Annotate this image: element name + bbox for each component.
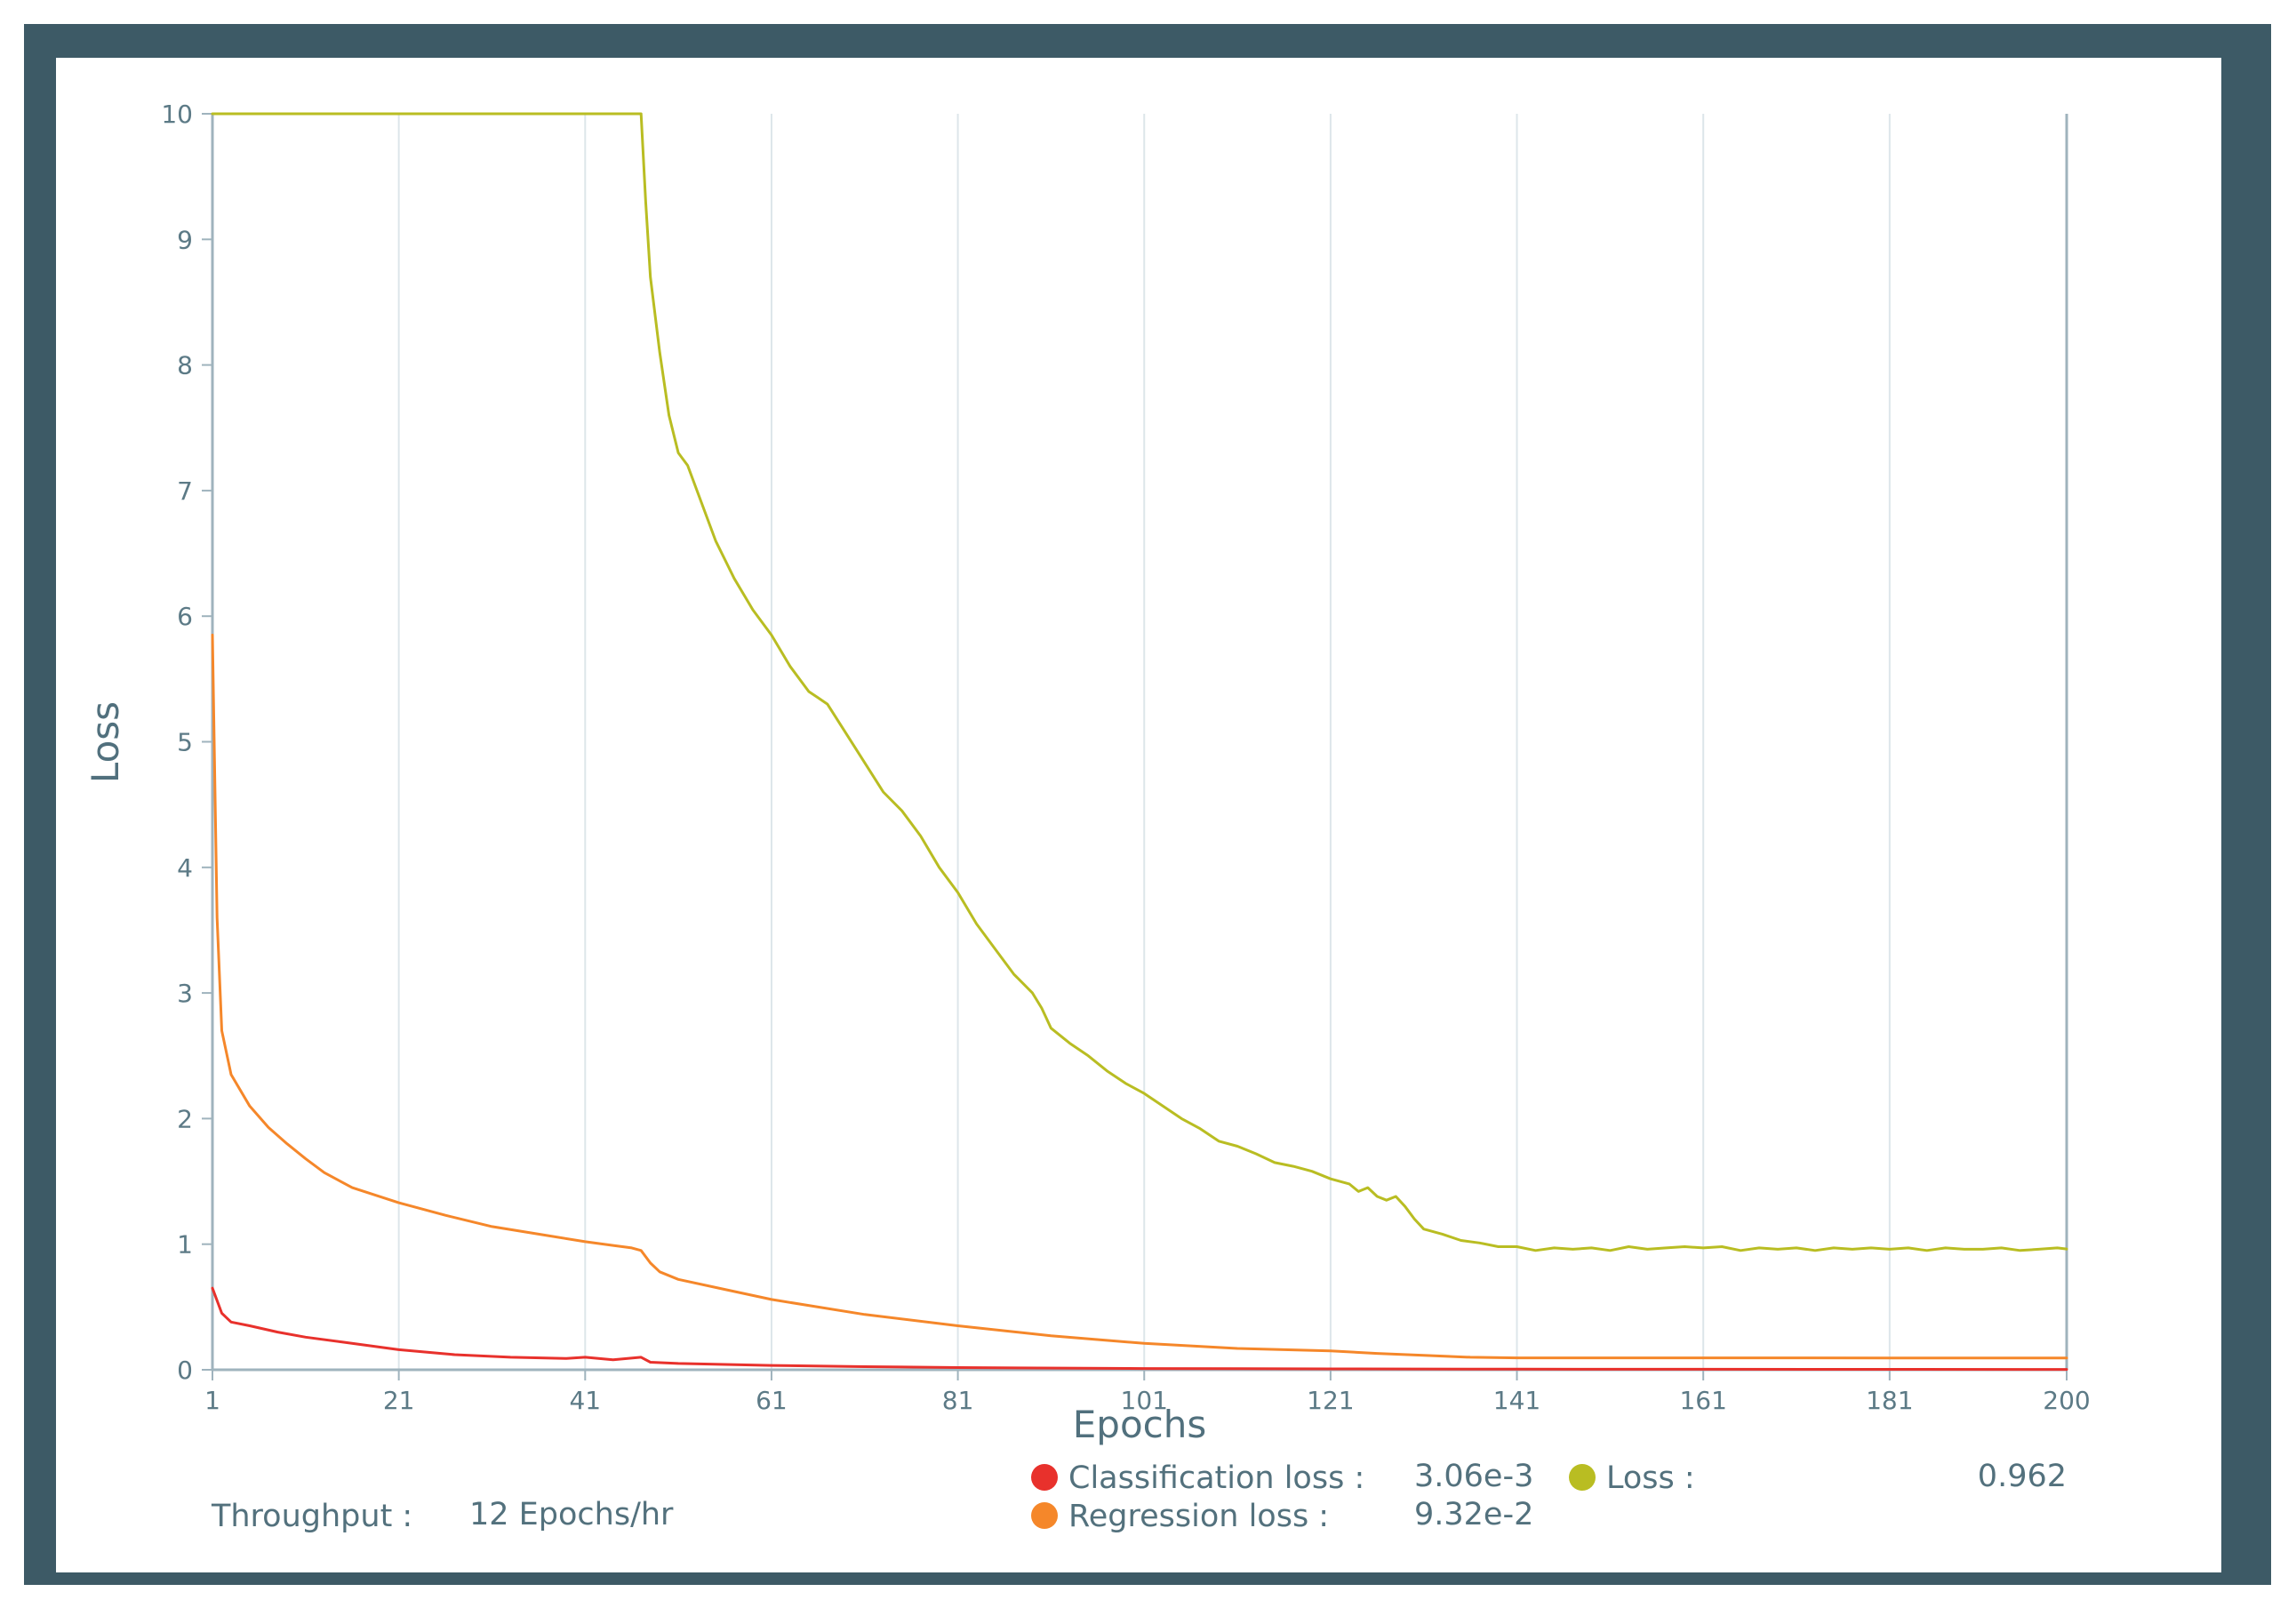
y-tick-label: 5: [177, 728, 193, 757]
throughput: Throughput : 12 Epochs/hr: [211, 1497, 674, 1534]
x-axis-title: Epochs: [1073, 1403, 1207, 1446]
legend-value-classification: 3.06e-3: [1414, 1459, 1533, 1494]
x-tick-label: 61: [756, 1386, 788, 1415]
legend: Classification loss : 3.06e-3 Regression…: [1031, 1459, 2067, 1534]
x-tick-label: 141: [1493, 1386, 1540, 1415]
x-tick-label: 41: [569, 1386, 601, 1415]
series-line-loss: [211, 112, 2068, 1252]
legend-label-regression: Regression loss :: [1068, 1499, 1329, 1534]
x-tick-label: 181: [1866, 1386, 1913, 1415]
series-line-regression: [211, 633, 2068, 1360]
grid-lines: [212, 114, 2068, 1380]
x-tick-label: 161: [1679, 1386, 1726, 1415]
x-tick-label: 121: [1307, 1386, 1354, 1415]
x-tick-label: 200: [2043, 1386, 2090, 1415]
chart-panel: 0 1 2 3 4 5 6 7 8 9 10 1 21 41 61 81 101 121 141 161 181 200…: [56, 58, 2221, 1572]
x-tick-labels: 1 21 41 61 81 101 121 141 161 181 200: [204, 1386, 2091, 1415]
y-tick-label: 3: [177, 979, 193, 1008]
throughput-label: Throughput :: [211, 1499, 412, 1534]
legend-label-classification: Classification loss :: [1068, 1460, 1364, 1496]
y-tick-label: 7: [177, 476, 193, 506]
series-lines: [211, 112, 2068, 1372]
throughput-value: 12 Epochs/hr: [469, 1497, 674, 1532]
y-tick-label: 6: [177, 602, 193, 631]
legend-value-loss: 0.962: [1978, 1459, 2067, 1494]
y-tick-label: 1: [177, 1230, 193, 1260]
legend-marker-regression: [1031, 1502, 1058, 1529]
series-line-classification: [211, 1286, 2068, 1372]
y-tick-label: 0: [177, 1356, 193, 1385]
y-axis-title: Loss: [84, 701, 127, 783]
y-tick-label: 8: [177, 351, 193, 380]
legend-marker-classification: [1031, 1464, 1058, 1491]
y-tick-label: 10: [161, 100, 193, 129]
legend-marker-loss: [1569, 1464, 1596, 1491]
y-tick-label: 9: [177, 225, 193, 254]
x-tick-label: 21: [383, 1386, 415, 1415]
y-tick-labels: 0 1 2 3 4 5 6 7 8 9 10: [161, 100, 212, 1385]
x-tick-label: 81: [942, 1386, 974, 1415]
legend-value-regression: 9.32e-2: [1414, 1497, 1533, 1532]
x-tick-label: 101: [1121, 1386, 1168, 1415]
y-tick-label: 4: [177, 853, 193, 883]
axes: [211, 114, 2067, 1372]
x-tick-label: 1: [204, 1386, 220, 1415]
y-tick-label: 2: [177, 1104, 193, 1133]
legend-label-loss: Loss :: [1606, 1460, 1695, 1496]
